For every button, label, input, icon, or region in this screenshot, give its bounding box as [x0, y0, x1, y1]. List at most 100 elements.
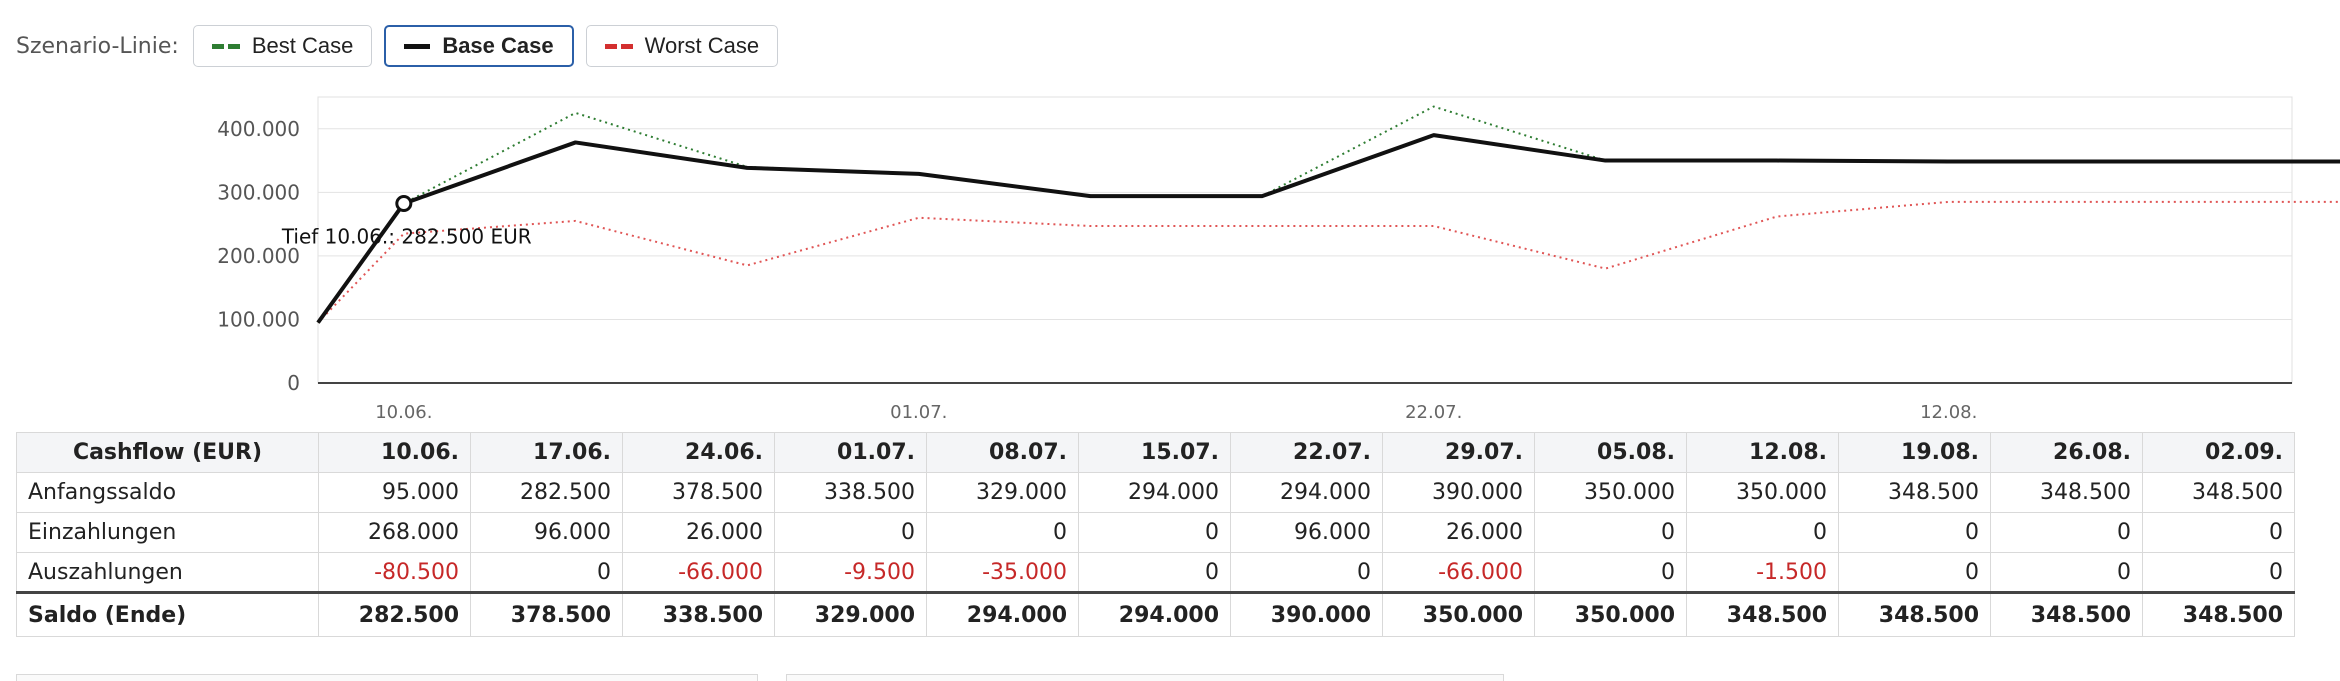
column-header: 15.07.: [1078, 432, 1231, 473]
base-case-label: Base Case: [442, 33, 554, 58]
table-cell: 294.000: [1230, 472, 1383, 513]
y-tick-label: 200.000: [217, 244, 300, 268]
table-cell: 0: [774, 512, 927, 553]
table-total-row: Saldo (Ende) 282.500 378.500 338.500 329.000…: [16, 591, 2295, 637]
table-cell: -9.500: [774, 552, 927, 593]
series-line-base-case: [316, 133, 2340, 324]
column-header: 17.06.: [470, 432, 623, 473]
table-cell: 350.000: [1534, 591, 1687, 637]
row-label: Anfangssaldo: [16, 472, 319, 513]
cashflow-table: Cashflow (EUR) 10.06. 17.06. 24.06. 01.0…: [16, 432, 2295, 637]
table-row: Anfangssaldo 95.000 282.500 378.500 338.500 3…: [16, 472, 2295, 513]
table-cell: 0: [1838, 552, 1991, 593]
table-cell: 350.000: [1382, 591, 1535, 637]
table-cell: 294.000: [1078, 591, 1231, 637]
y-tick-label: 400.000: [217, 117, 300, 141]
table-cell: 348.500: [2142, 472, 2295, 513]
series-line-best-case: [317, 105, 2340, 324]
low-point-marker: [395, 194, 413, 212]
table-cell: -35.000: [926, 552, 1079, 593]
bottom-panel-left: [16, 674, 758, 681]
y-tick-label: 0: [287, 371, 300, 395]
table-cell: 390.000: [1382, 472, 1535, 513]
bottom-panel-right: [786, 674, 1504, 681]
table-cell: 348.500: [1838, 472, 1991, 513]
table-cell: 0: [1838, 512, 1991, 553]
x-tick-label: 01.07.: [890, 402, 947, 423]
column-header: 19.08.: [1838, 432, 1991, 473]
row-label: Auszahlungen: [16, 552, 319, 593]
table-row: Auszahlungen -80.500 0 -66.000 -9.500 -35.000…: [16, 552, 2295, 593]
y-tick-label: 300.000: [217, 180, 300, 204]
table-cell: 348.500: [1990, 591, 2143, 637]
table-header-row: Cashflow (EUR) 10.06. 17.06. 24.06. 01.0…: [16, 432, 2295, 473]
table-cell: 268.000: [318, 512, 471, 553]
table-cell: 338.500: [774, 472, 927, 513]
column-header: 08.07.: [926, 432, 1079, 473]
table-cell: 282.500: [470, 472, 623, 513]
base-case-swatch-icon: [404, 43, 431, 49]
column-header: 24.06.: [622, 432, 775, 473]
table-cell: 390.000: [1230, 591, 1383, 637]
column-header: 01.07.: [774, 432, 927, 473]
table-cell: 0: [2142, 552, 2295, 593]
low-point-annotation: Tief 10.06.: 282.500 EUR: [281, 224, 532, 248]
table-cell: 26.000: [622, 512, 775, 553]
row-label: Einzahlungen: [16, 512, 319, 553]
table-cell: 282.500: [318, 591, 471, 637]
table-cell: 0: [1990, 512, 2143, 553]
table-cell: 350.000: [1686, 472, 1839, 513]
table-cell: -1.500: [1686, 552, 1839, 593]
table-cell: -66.000: [1382, 552, 1535, 593]
x-tick-label: 22.07.: [1405, 402, 1462, 423]
column-header: 29.07.: [1382, 432, 1535, 473]
best-case-label: Best Case: [251, 33, 354, 58]
table-header-label: Cashflow (EUR): [16, 432, 319, 473]
table-cell: 95.000: [318, 472, 471, 513]
y-tick-label: 100.000: [217, 307, 300, 331]
table-cell: 96.000: [1230, 512, 1383, 553]
scenario-selector: Szenario-Linie: Best Case Base Case Wors…: [16, 24, 779, 68]
plot-frame: [317, 96, 2293, 384]
row-label: Saldo (Ende): [16, 591, 319, 637]
table-cell: 0: [2142, 512, 2295, 553]
cashflow-chart: 0 100.000 200.000 300.000 400.000 10.06. 01.07…: [217, 96, 2340, 423]
table-cell: 26.000: [1382, 512, 1535, 553]
table-row: Einzahlungen 268.000 96.000 26.000 0 0 0 96.000…: [16, 512, 2295, 553]
x-tick-label: 12.08.: [1920, 402, 1977, 423]
best-case-button[interactable]: Best Case: [192, 25, 373, 67]
table-cell: 96.000: [470, 512, 623, 553]
table-cell: 378.500: [470, 591, 623, 637]
table-cell: -80.500: [318, 552, 471, 593]
best-case-swatch-icon: [211, 43, 240, 49]
worst-case-button[interactable]: Worst Case: [585, 25, 779, 67]
table-cell: 348.500: [1838, 591, 1991, 637]
column-header: 10.06.: [318, 432, 471, 473]
table-cell: 348.500: [1686, 591, 1839, 637]
table-cell: 0: [1686, 512, 1839, 553]
table-cell: 378.500: [622, 472, 775, 513]
base-case-button[interactable]: Base Case: [384, 25, 574, 67]
series-line-worst-case: [317, 200, 2340, 324]
table-cell: 0: [1078, 552, 1231, 593]
table-cell: 0: [1534, 512, 1687, 553]
worst-case-swatch-icon: [604, 43, 633, 49]
column-header: 02.09.: [2142, 432, 2295, 473]
column-header: 12.08.: [1686, 432, 1839, 473]
table-cell: 348.500: [2142, 591, 2295, 637]
table-cell: 329.000: [926, 472, 1079, 513]
table-cell: 0: [1534, 552, 1687, 593]
x-tick-label: 10.06.: [375, 402, 432, 423]
table-cell: 0: [1230, 552, 1383, 593]
table-cell: 294.000: [926, 591, 1079, 637]
table-cell: -66.000: [622, 552, 775, 593]
scenario-label: Szenario-Linie:: [16, 33, 179, 59]
table-cell: 0: [1990, 552, 2143, 593]
table-cell: 0: [470, 552, 623, 593]
column-header: 26.08.: [1990, 432, 2143, 473]
column-header: 05.08.: [1534, 432, 1687, 473]
table-cell: 294.000: [1078, 472, 1231, 513]
column-header: 22.07.: [1230, 432, 1383, 473]
table-cell: 348.500: [1990, 472, 2143, 513]
table-cell: 350.000: [1534, 472, 1687, 513]
